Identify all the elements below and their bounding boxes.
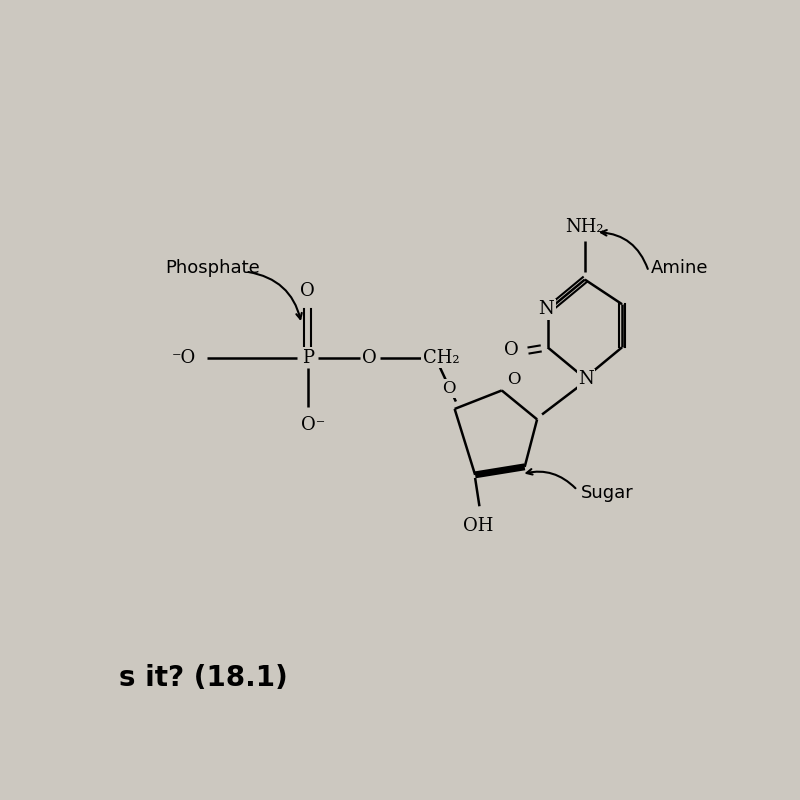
Text: OH: OH — [463, 517, 494, 534]
Text: N: N — [578, 370, 594, 388]
Text: O: O — [504, 342, 518, 359]
Text: O⁻: O⁻ — [301, 416, 325, 434]
Text: ⁻O: ⁻O — [172, 349, 196, 366]
Text: s it? (18.1): s it? (18.1) — [118, 664, 287, 692]
Text: O: O — [362, 349, 377, 366]
Text: O: O — [300, 282, 315, 300]
Text: Amine: Amine — [650, 259, 708, 278]
Text: N: N — [538, 300, 554, 318]
Text: O: O — [442, 380, 455, 397]
Text: NH₂: NH₂ — [566, 218, 604, 237]
Text: Sugar: Sugar — [581, 484, 634, 502]
Text: O: O — [506, 371, 520, 388]
Text: P: P — [302, 349, 314, 366]
Text: CH₂: CH₂ — [422, 349, 459, 366]
Text: Phosphate: Phosphate — [165, 259, 260, 278]
